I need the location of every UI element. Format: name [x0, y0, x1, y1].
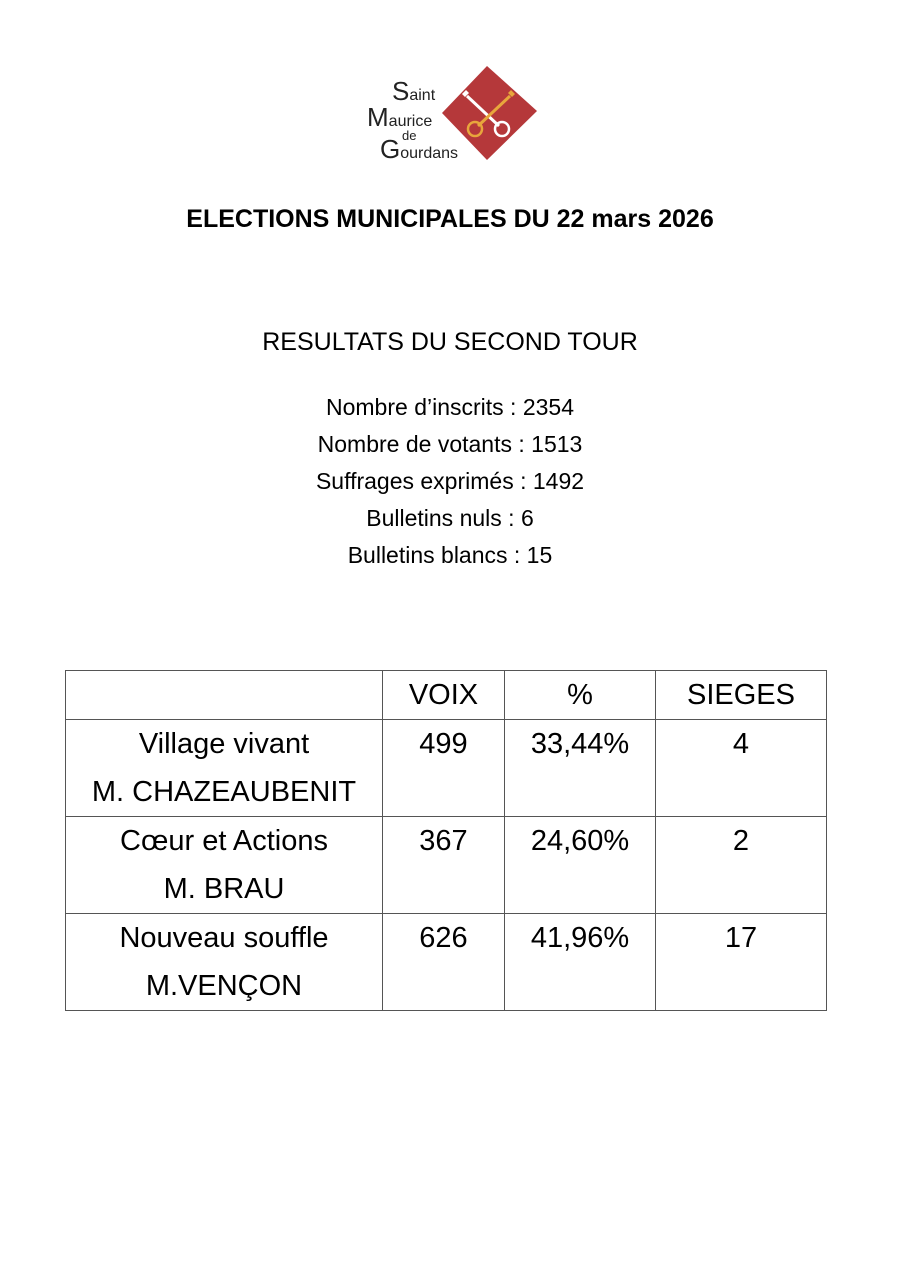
header-sieges: SIEGES: [655, 670, 827, 720]
svg-text:Maurice: Maurice: [367, 102, 432, 132]
table-row: Nouveau souffle M.VENÇON 626 41,96% 17: [65, 913, 827, 1011]
header-pct: %: [504, 670, 656, 720]
candidate-name: M. CHAZEAUBENIT: [91, 776, 357, 808]
municipality-logo: Saint Maurice de Gourdans: [362, 58, 548, 176]
table-row: Village vivant M. CHAZEAUBENIT 499 33,44%…: [65, 719, 827, 817]
stat-blancs: Bulletins blancs : 15: [347, 542, 553, 568]
results-table: VOIX % SIEGES Village vivant M. CHAZEAUBE…: [65, 670, 827, 1011]
stat-nuls: Bulletins nuls : 6: [366, 505, 534, 531]
stat-exprimes: Suffrages exprimés : 1492: [315, 468, 585, 494]
pct-cell: 33,44%: [504, 719, 656, 817]
page-title: ELECTIONS MUNICIPALES DU 22 mars 2026: [186, 205, 714, 233]
candidate-name: M. BRAU: [163, 873, 285, 905]
voix-cell: 626: [382, 913, 505, 1011]
sieges-cell: 2: [655, 816, 827, 914]
list-cell: Cœur et Actions M. BRAU: [65, 816, 383, 914]
list-cell: Village vivant M. CHAZEAUBENIT: [65, 719, 383, 817]
header-voix: VOIX: [382, 670, 505, 720]
list-name: Cœur et Actions: [120, 825, 328, 857]
svg-text:Saint: Saint: [392, 76, 436, 106]
table-header: VOIX % SIEGES: [65, 670, 827, 720]
voix-cell: 367: [382, 816, 505, 914]
stat-votants: Nombre de votants : 1513: [317, 431, 583, 457]
sieges-cell: 4: [655, 719, 827, 817]
candidate-name: M.VENÇON: [145, 970, 303, 1002]
list-cell: Nouveau souffle M.VENÇON: [65, 913, 383, 1011]
svg-text:de: de: [402, 128, 416, 143]
list-name: Nouveau souffle: [119, 922, 329, 954]
page-subtitle: RESULTATS DU SECOND TOUR: [262, 328, 638, 356]
list-name: Village vivant: [138, 728, 310, 760]
election-stats: Nombre d’inscrits : 2354 Nombre de votan…: [0, 389, 900, 574]
voix-cell: 499: [382, 719, 505, 817]
header-list: [65, 670, 383, 720]
svg-text:Gourdans: Gourdans: [380, 134, 458, 164]
table-row: Cœur et Actions M. BRAU 367 24,60% 2: [65, 816, 827, 914]
pct-cell: 24,60%: [504, 816, 656, 914]
pct-cell: 41,96%: [504, 913, 656, 1011]
sieges-cell: 17: [655, 913, 827, 1011]
stat-inscrits: Nombre d’inscrits : 2354: [326, 394, 574, 420]
